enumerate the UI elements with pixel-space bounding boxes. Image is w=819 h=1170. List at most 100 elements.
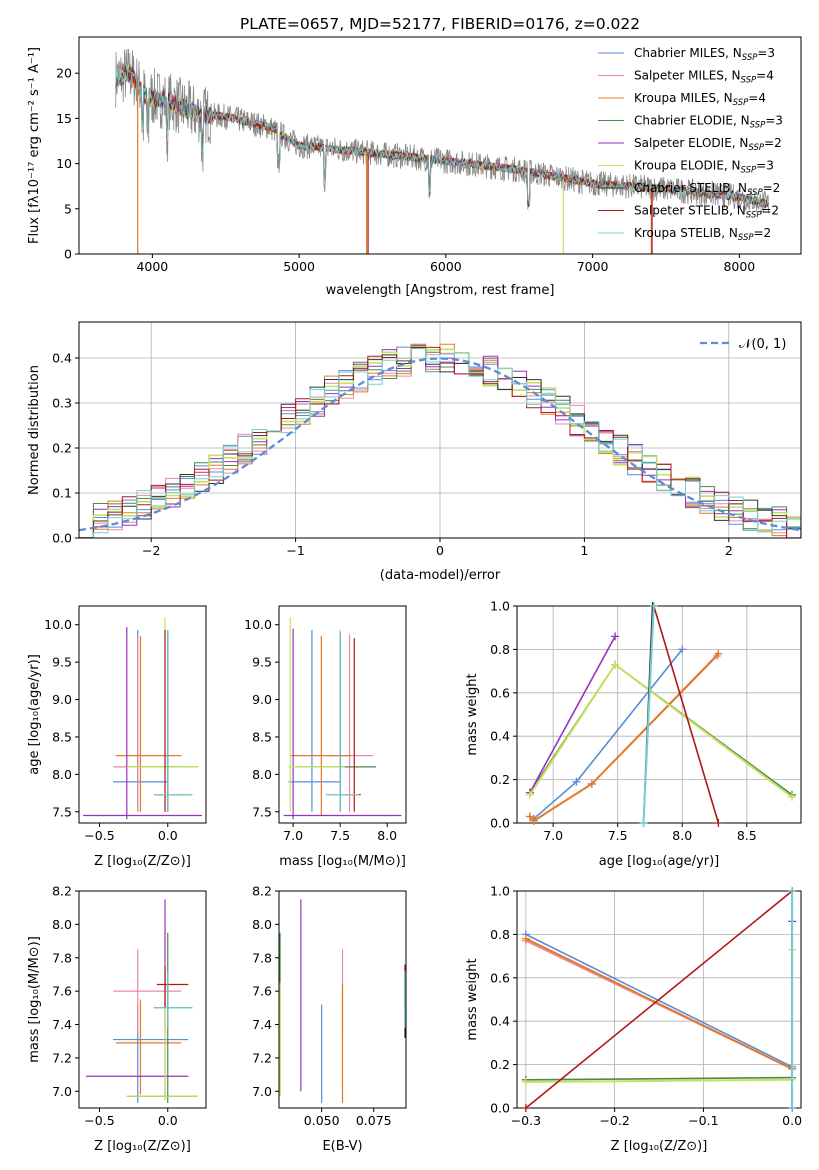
x-tick-label: 7.5	[608, 828, 628, 843]
plot-content	[115, 48, 769, 254]
axes-frame	[78, 890, 207, 1109]
y-tick-label: 9.0	[52, 692, 72, 707]
y-tick-label: 7.0	[52, 1084, 72, 1099]
y-tick-label: 0.6	[490, 970, 510, 985]
legend-label: Salpeter MILES, NSSP=4	[634, 69, 774, 86]
axes-frame	[78, 36, 802, 255]
y-tick-label: 7.2	[252, 1050, 272, 1065]
x-tick-label: 7.5	[330, 828, 350, 843]
mass-weight-marker	[521, 1077, 530, 1086]
y-tick-label: 7.5	[252, 804, 272, 819]
y-tick-label: 0.2	[490, 1057, 510, 1072]
y-tick-label: 0.4	[52, 351, 72, 366]
y-tick-label: 15	[56, 111, 72, 126]
x-tick-label: −0.2	[599, 1113, 629, 1128]
y-tick-label: 5	[64, 201, 72, 216]
axes-frame	[278, 890, 407, 1109]
axes-frame	[516, 890, 802, 1109]
y-tick-label: 8.0	[52, 767, 72, 782]
y-tick-label: 10.0	[244, 617, 272, 632]
y-tick-label: 7.5	[52, 804, 72, 819]
axes-overlay: 7.0 7.5 8.0 8.5 0.0 0.2 0.4 0.6 0.8 1.0 age [log₁₀…	[465, 599, 802, 869]
mass-weight-marker	[788, 1104, 797, 1112]
y-tick-label: 10	[56, 156, 72, 171]
mass-weight-marker	[587, 779, 596, 788]
x-tick-label: −2	[142, 543, 160, 558]
axes-mass_weight_vs_age: 7.0 7.5 8.0 8.5 0.0 0.2 0.4 0.6 0.8 1.0 age [log₁₀…	[465, 599, 802, 869]
mass-weight-marker	[611, 660, 620, 669]
x-tick-label: 1	[580, 543, 588, 558]
normal-reference-curve	[79, 357, 801, 532]
axes-mass_vs_extinction: 0.050 0.075 7.0 7.2 7.4 7.6 7.8 8.0 8.2 E(B-V)	[252, 884, 407, 1154]
y-tick-label: 7.6	[252, 984, 272, 999]
mass-weight-line	[525, 1076, 793, 1081]
legend-label: Kroupa STELIB, NSSP=2	[634, 226, 771, 243]
x-tick-label: −0.5	[84, 1113, 114, 1128]
axes-overlay: −0.5 0.0 7.0 7.2 7.4 7.6 7.8 8.0 8.2 Z [log₁₀(Z/Z…	[27, 884, 207, 1154]
x-tick-label: 2	[725, 543, 733, 558]
mass-weight-line	[525, 933, 793, 1068]
x-tick-label: −0.3	[511, 1113, 541, 1128]
axes-overlay: 7.0 7.5 8.0 7.5 8.0 8.5 9.0 9.5 10.0 mass [log₁₀(…	[244, 605, 407, 869]
mass-weight-line	[653, 605, 720, 824]
y-tick-label: 0.0	[52, 531, 72, 546]
legend-label: 𝒩(0, 1)	[739, 337, 786, 352]
y-axis-label: mass weight	[465, 673, 480, 755]
plot-area	[79, 891, 206, 1108]
mass-weight-marker	[788, 887, 797, 895]
y-tick-label: 7.8	[252, 950, 272, 965]
x-tick-label: 5000	[283, 259, 315, 274]
axes-spectrum: 4000 5000 6000 7000 8000 0 5 10 15 20 wavelength […	[27, 36, 802, 298]
axes-residual_histogram: −2 −1 0 1 2 0.0 0.1 0.2 0.3 0.4 (data-model)/error…	[27, 321, 802, 583]
x-tick-label: 6000	[430, 259, 462, 274]
y-tick-label: 0.0	[490, 1101, 510, 1116]
mass-weight-line	[525, 890, 793, 1109]
axes-overlay: −0.5 0.0 7.5 8.0 8.5 9.0 9.5 10.0 Z [log₁₀(Z/Z⊙)…	[27, 605, 207, 869]
axes-age_vs_metallicity: −0.5 0.0 7.5 8.0 8.5 9.0 9.5 10.0 Z [log₁₀(Z/Z⊙)…	[27, 605, 207, 869]
y-tick-label: 0.6	[490, 685, 510, 700]
y-axis-label: Flux [fλ10⁻¹⁷ erg cm⁻² s⁻¹ A⁻¹]	[27, 47, 42, 244]
y-tick-label: 10.0	[44, 617, 72, 632]
y-tick-label: 0.0	[490, 816, 510, 831]
x-axis-label: E(B-V)	[322, 1139, 362, 1154]
x-tick-label: 7000	[577, 259, 609, 274]
y-tick-label: 0.2	[490, 772, 510, 787]
axes-overlay: 0.050 0.075 7.0 7.2 7.4 7.6 7.8 8.0 8.2 E(B-V)	[252, 884, 407, 1154]
histogram-step-line	[79, 348, 801, 538]
mass-weight-marker	[611, 632, 620, 641]
x-axis-label: Z [log₁₀(Z/Z⊙)]	[611, 1139, 708, 1154]
mass-weight-marker	[572, 777, 581, 786]
y-axis-label: age [log₁₀(age/yr)]	[27, 654, 42, 775]
x-tick-label: 8.5	[737, 828, 757, 843]
x-tick-label: 4000	[136, 259, 168, 274]
mass-weight-marker	[714, 819, 723, 827]
mass-weight-marker	[525, 790, 534, 799]
mass-weight-line	[525, 937, 793, 1070]
mass-weight-marker	[525, 812, 534, 821]
y-axis-label: Normed distribution	[27, 365, 42, 495]
x-tick-label: 8.0	[377, 828, 397, 843]
y-tick-label: 8.0	[252, 767, 272, 782]
x-axis-label: Z [log₁₀(Z/Z⊙)]	[94, 1139, 191, 1154]
legend-label: Salpeter ELODIE, NSSP=2	[634, 136, 782, 153]
axes-frame	[278, 605, 407, 824]
y-tick-label: 7.0	[252, 1084, 272, 1099]
mass-weight-marker	[529, 816, 538, 825]
legend: 𝒩(0, 1)	[700, 337, 786, 352]
y-tick-label: 0.4	[490, 729, 510, 744]
plot-content	[79, 343, 801, 538]
y-axis-label: mass weight	[465, 958, 480, 1040]
legend-label: Salpeter STELIB, NSSP=2	[634, 204, 779, 221]
y-tick-label: 7.4	[52, 1017, 72, 1032]
y-tick-label: 0.4	[490, 1014, 510, 1029]
x-tick-label: 0.0	[158, 1113, 178, 1128]
x-tick-label: 0	[436, 543, 444, 558]
axes-overlay: 4000 5000 6000 7000 8000 0 5 10 15 20 wavelength […	[27, 36, 802, 298]
x-tick-label: −0.5	[84, 828, 114, 843]
x-tick-label: 0.0	[158, 828, 178, 843]
mass-weight-marker	[639, 819, 648, 827]
mass-weight-marker	[521, 934, 530, 943]
y-tick-label: 0.8	[490, 642, 510, 657]
y-tick-label: 0.1	[52, 486, 72, 501]
